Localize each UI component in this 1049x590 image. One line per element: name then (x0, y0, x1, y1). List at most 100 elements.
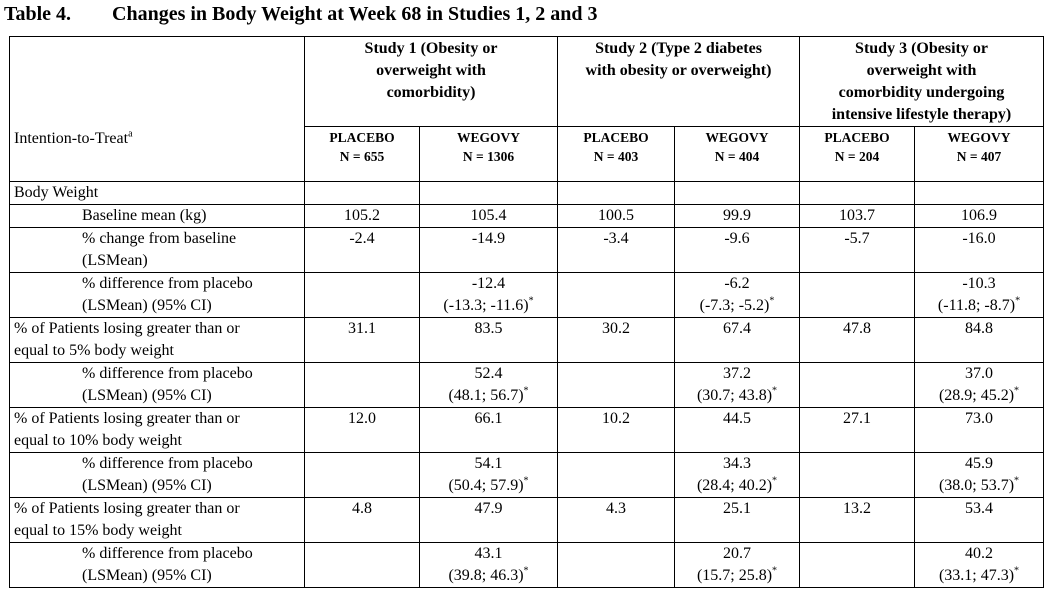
cell-value: 47.8 (800, 318, 914, 340)
significance-marker: * (772, 385, 778, 397)
cell-value: 73.0 (915, 408, 1043, 430)
cell-value-text: 105.4 (470, 207, 507, 224)
group-name: WEGOVY (456, 130, 520, 145)
row-label-line: % difference from placebo (82, 545, 253, 562)
cell-ci: (15.7; 25.8)* (675, 565, 799, 587)
cell-value-text: -16.0 (962, 230, 996, 247)
empty-cell (304, 181, 420, 205)
row-label-line: % difference from placebo (82, 275, 253, 292)
group-header: WEGOVY N = 404 (674, 126, 800, 182)
cell-value-text: 52.4 (474, 365, 503, 382)
cell-value: 30.2 (558, 318, 674, 340)
group-n: N = 1306 (462, 149, 515, 164)
value-cell: 40.2 (33.1; 47.3)* (914, 542, 1044, 588)
cell-value-text: 83.5 (474, 320, 503, 337)
cell-value: 45.9 (915, 453, 1043, 475)
value-cell: 67.4 (674, 317, 800, 363)
row-label-line: equal to 10% body weight (14, 432, 182, 449)
value-cell (799, 362, 915, 408)
cell-value: 67.4 (675, 318, 799, 340)
cell-value-text: 10.2 (602, 410, 630, 427)
value-cell: 52.4 (48.1; 56.7)* (419, 362, 558, 408)
cell-value-text: 103.7 (839, 207, 875, 224)
value-cell: -16.0 (914, 227, 1044, 273)
value-cell: 53.4 (914, 497, 1044, 543)
value-cell (557, 452, 675, 498)
row-label-line: (LSMean) (95% CI) (82, 297, 212, 314)
cell-value: 100.5 (558, 205, 674, 227)
row-label-line: equal to 15% body weight (14, 522, 182, 539)
value-cell: 27.1 (799, 407, 915, 453)
body-weight-table: Intention-to-Treata Study 1 (Obesity or … (9, 36, 1044, 588)
value-cell: 43.1 (39.8; 46.3)* (419, 542, 558, 588)
row-label: % change from baseline (LSMean) (9, 227, 305, 273)
cell-value-text: 53.4 (965, 500, 993, 517)
value-cell (557, 272, 675, 318)
cell-ci-text: (30.7; 43.8) (696, 387, 773, 404)
study-header-line: Study 2 (Type 2 diabetes (595, 40, 762, 57)
cell-ci-text: (39.8; 46.3) (448, 567, 524, 584)
cell-value: 43.1 (420, 543, 557, 565)
value-cell: -14.9 (419, 227, 558, 273)
table-row: % of Patients losing greater than or equa… (9, 407, 1044, 453)
value-cell: 84.8 (914, 317, 1044, 363)
group-header: WEGOVY N = 407 (914, 126, 1044, 182)
study-3-header: Study 3 (Obesity or overweight with como… (799, 36, 1044, 127)
value-cell: 47.9 (419, 497, 558, 543)
study-header-line: comorbidity) (386, 84, 476, 101)
value-cell: 25.1 (674, 497, 800, 543)
table-row: % of Patients losing greater than or equa… (9, 497, 1044, 543)
cell-value-text: -9.6 (724, 230, 750, 247)
cell-ci: (30.7; 43.8)* (675, 385, 799, 407)
cell-value: 84.8 (915, 318, 1043, 340)
row-label: % of Patients losing greater than or equa… (9, 407, 305, 453)
table-row: % difference from placebo (LSMean) (95% C… (9, 272, 1044, 318)
cell-value: -3.4 (558, 228, 674, 250)
row-label: % of Patients losing greater than or equa… (9, 497, 305, 543)
cell-ci-text: (48.1; 56.7) (448, 387, 524, 404)
empty-cell (674, 181, 800, 205)
group-n: N = 407 (956, 149, 1002, 164)
table-row: % difference from placebo (LSMean) (95% C… (9, 542, 1044, 588)
cell-value-text: 4.3 (606, 500, 626, 517)
cell-value-text: 99.9 (723, 207, 751, 224)
value-cell: 37.2 (30.7; 43.8)* (674, 362, 800, 408)
cell-ci: (39.8; 46.3)* (420, 565, 557, 587)
row-label-line: % difference from placebo (82, 365, 253, 382)
significance-marker: * (772, 475, 778, 487)
value-cell: 54.1 (50.4; 57.9)* (419, 452, 558, 498)
cell-value: 31.1 (305, 318, 419, 340)
table-caption: Changes in Body Weight at Week 68 in Stu… (112, 3, 598, 25)
value-cell (304, 452, 420, 498)
value-cell: -10.3 (-11.8; -8.7)* (914, 272, 1044, 318)
empty-cell (799, 181, 915, 205)
cell-value-text: 4.8 (352, 500, 372, 517)
study-header-line: overweight with (376, 62, 486, 79)
row-label: % difference from placebo (LSMean) (95% C… (9, 362, 305, 408)
cell-value: 40.2 (915, 543, 1043, 565)
cell-ci-text: (28.4; 40.2) (696, 477, 773, 494)
cell-value: 52.4 (420, 363, 557, 385)
row-label-line: % of Patients losing greater than or (14, 320, 240, 337)
group-name: WEGOVY (947, 130, 1011, 145)
table-number: Table 4. (4, 3, 72, 25)
value-cell (304, 542, 420, 588)
cell-value: 105.2 (305, 205, 419, 227)
empty-cell (914, 181, 1044, 205)
cell-value-text: 30.2 (602, 320, 630, 337)
value-cell: 13.2 (799, 497, 915, 543)
row-label: Baseline mean (kg) (9, 204, 305, 228)
row-label-line: % of Patients losing greater than or (14, 500, 240, 517)
cell-value: 27.1 (800, 408, 914, 430)
cell-value-text: 67.4 (723, 320, 751, 337)
value-cell: 10.2 (557, 407, 675, 453)
cell-value: 105.4 (420, 205, 557, 227)
empty-cell (419, 181, 558, 205)
cell-value-text: 31.1 (348, 320, 376, 337)
group-n: N = 655 (339, 149, 385, 164)
value-cell: 106.9 (914, 204, 1044, 228)
cell-value-text: 66.1 (474, 410, 503, 427)
cell-value: 103.7 (800, 205, 914, 227)
table-row: % of Patients losing greater than or equa… (9, 317, 1044, 363)
cell-value: 13.2 (800, 498, 914, 520)
